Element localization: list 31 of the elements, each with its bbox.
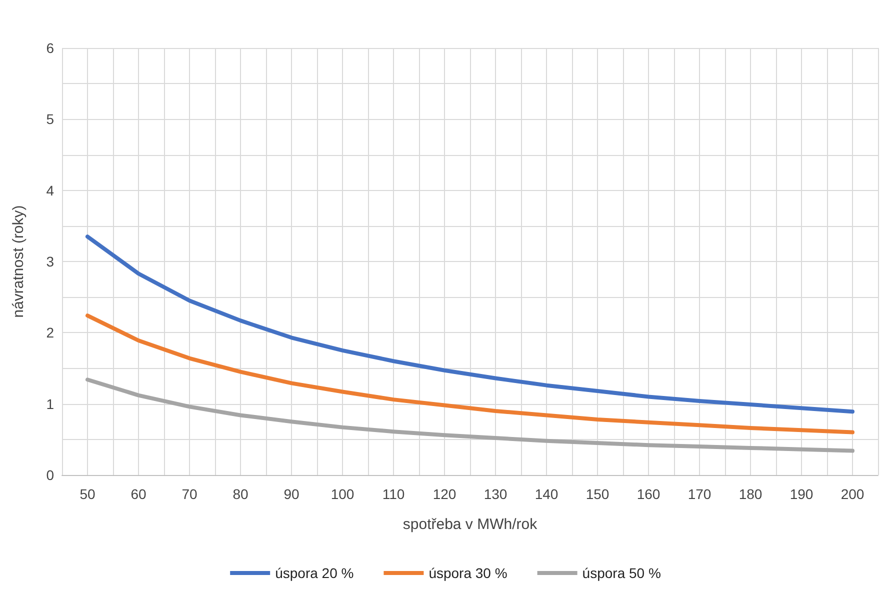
x-tick-label: 170 [688, 486, 712, 502]
y-tick-label: 3 [46, 254, 54, 270]
x-tick-label: 110 [382, 486, 405, 502]
y-tick-label: 6 [46, 40, 54, 56]
line-series [86, 378, 854, 453]
line-series [86, 234, 854, 414]
x-tick-label: 180 [738, 486, 762, 502]
x-tick-label: 200 [840, 486, 864, 502]
x-tick-label: 80 [232, 486, 248, 502]
y-tick-label: 4 [46, 182, 54, 198]
x-tick-label: 50 [80, 486, 96, 502]
y-axis-title: návratnost (roky) [10, 205, 27, 318]
x-axis-title: spotřeba v MWh/rok [402, 516, 538, 533]
y-tick-label: 5 [46, 111, 54, 128]
legend-label: úspora 30 % [428, 565, 508, 581]
x-tick-label: 120 [432, 486, 456, 502]
x-tick-label: 160 [636, 486, 660, 502]
y-tick-label: 1 [46, 396, 54, 412]
x-tick-label: 150 [586, 486, 610, 502]
x-tick-label: 130 [484, 486, 508, 502]
x-tick-label: 190 [790, 486, 814, 502]
y-tick-label: 0 [46, 467, 54, 483]
x-tick-label: 70 [182, 486, 198, 502]
line-series [86, 314, 854, 434]
legend-label: úspora 20 % [275, 565, 354, 581]
x-tick-label: 140 [534, 486, 558, 502]
x-tick-label: 60 [130, 486, 146, 502]
x-tick-label: 90 [284, 486, 300, 502]
y-tick-label: 2 [46, 324, 54, 341]
legend-label: úspora 50 % [582, 565, 661, 581]
x-tick-label: 100 [330, 486, 354, 502]
